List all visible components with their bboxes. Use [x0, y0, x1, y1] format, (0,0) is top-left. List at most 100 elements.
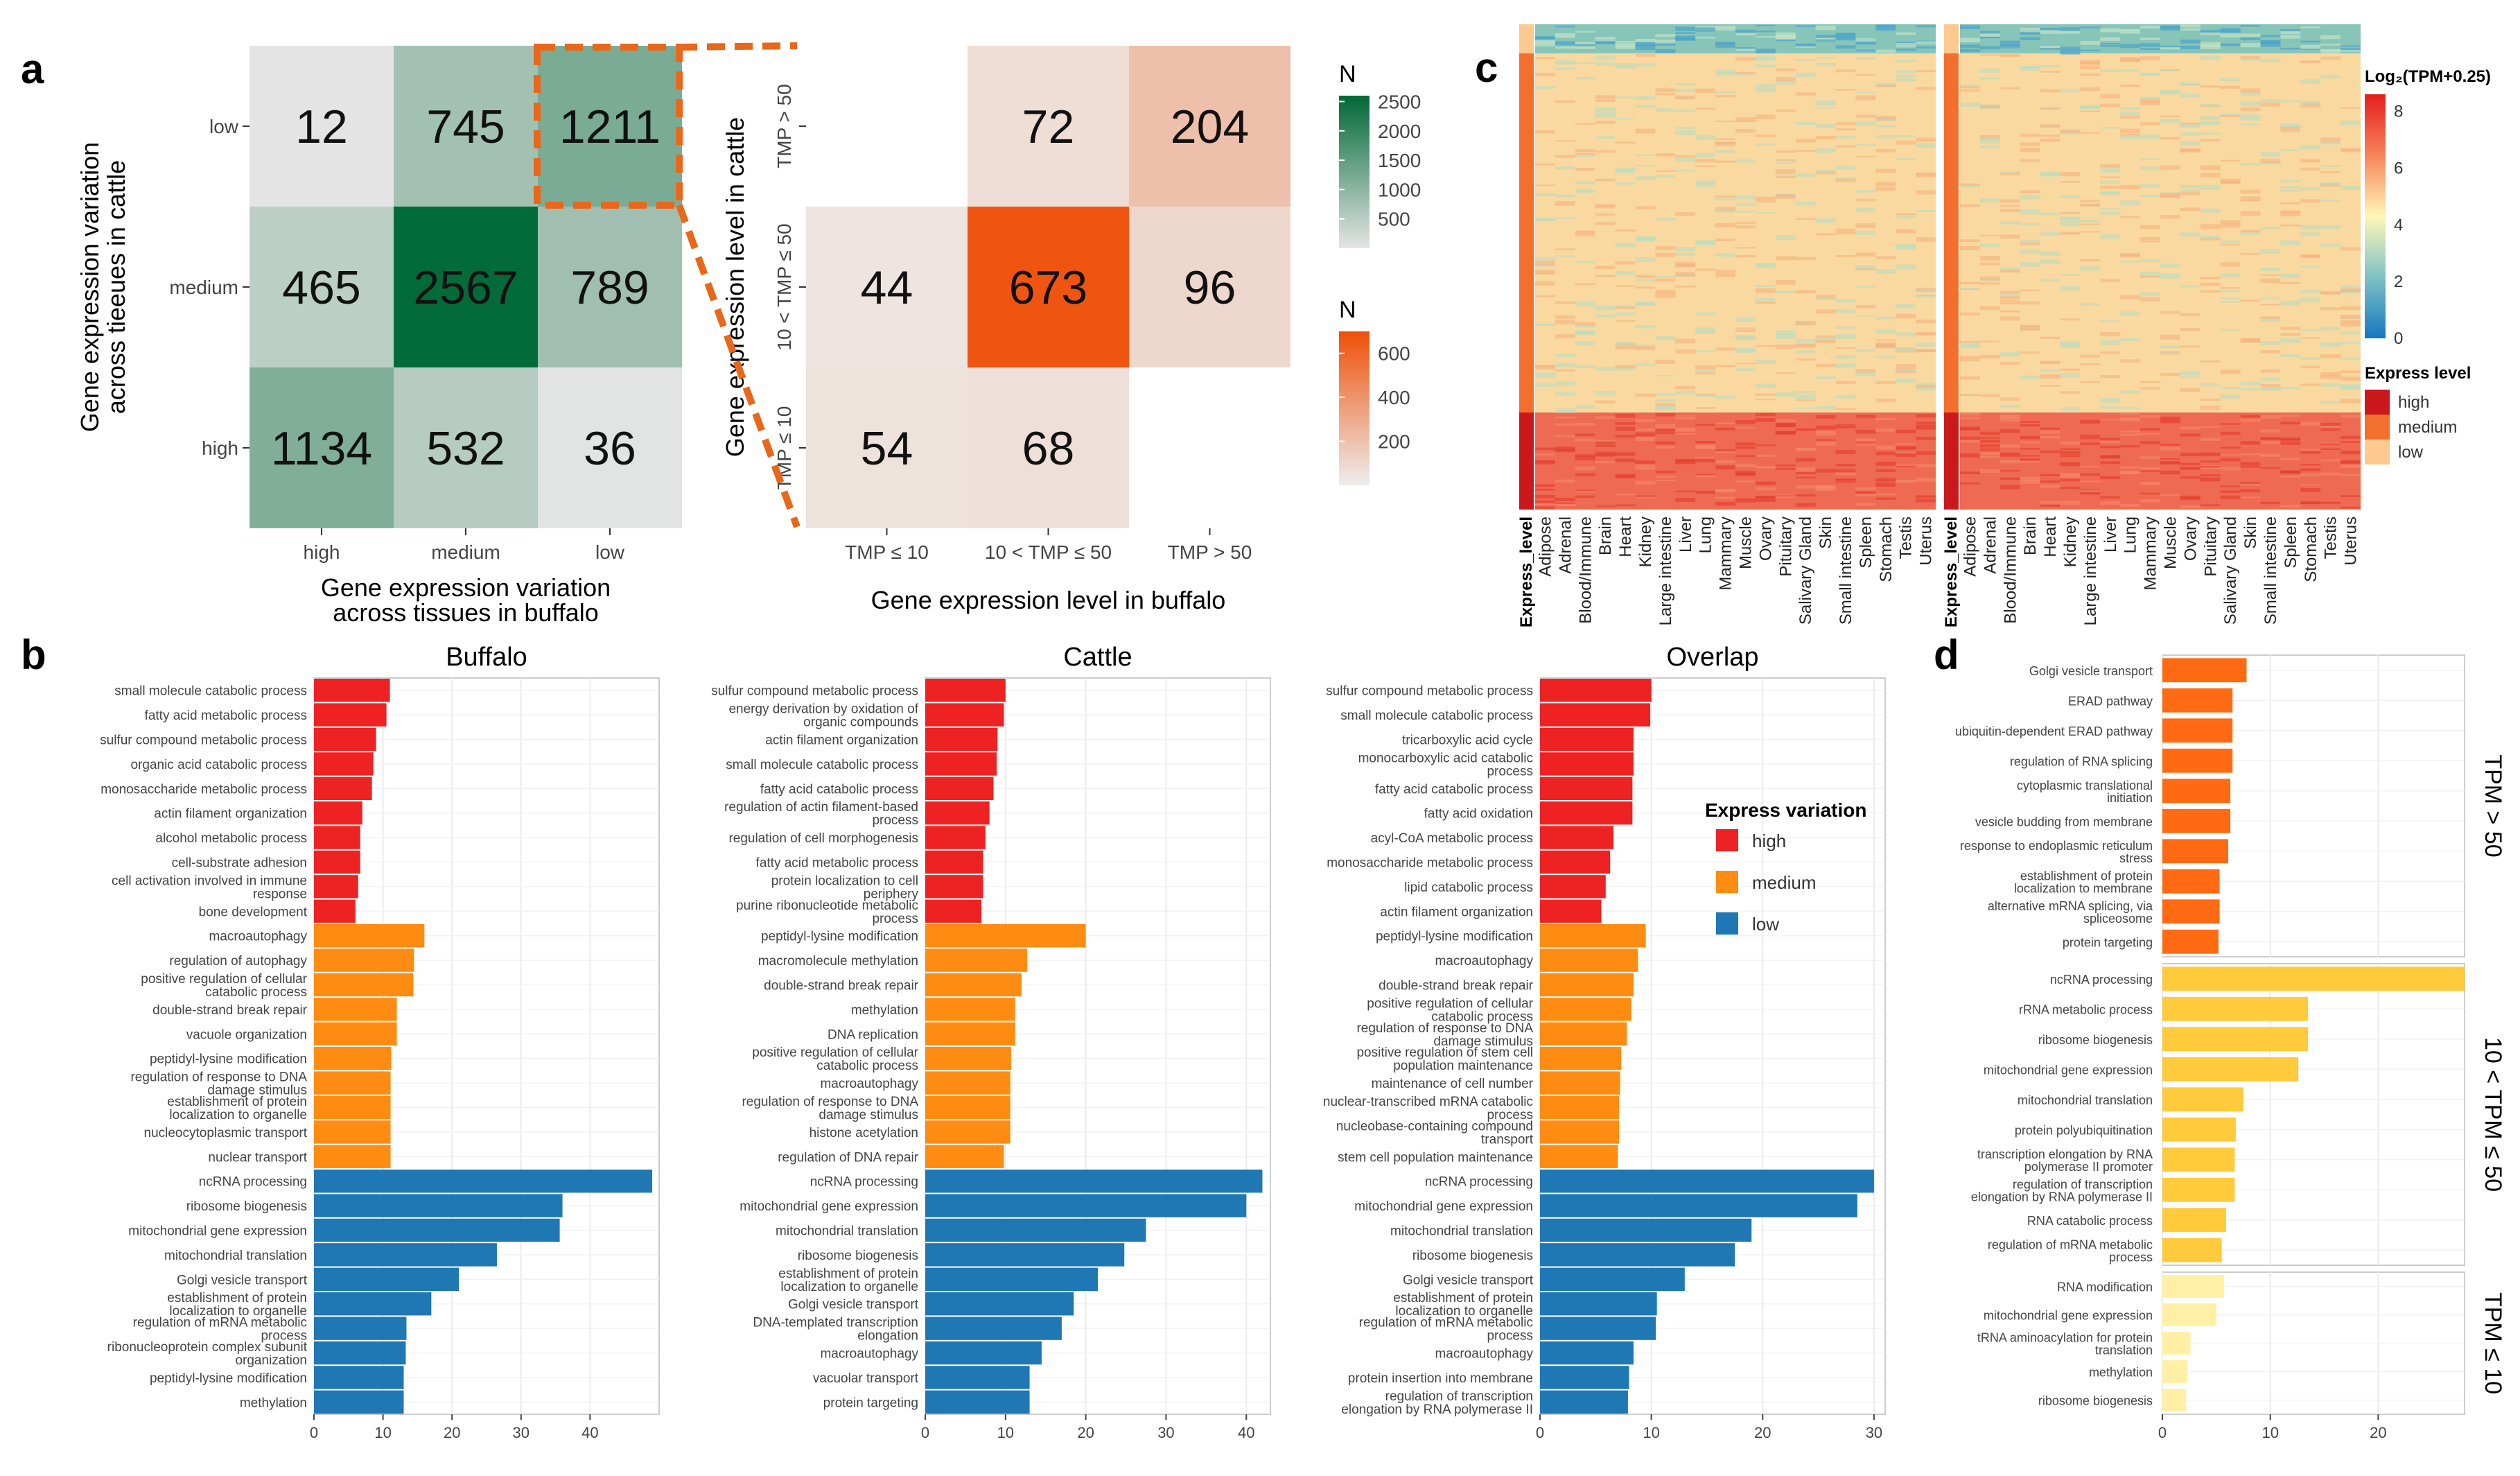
heat-texture [2340, 506, 2361, 509]
y-tick-label: DNA-templated transcription elongation [753, 1316, 918, 1344]
heat-texture [1775, 431, 1796, 434]
tile-value: 204 [1171, 101, 1249, 153]
heat-texture [2220, 490, 2241, 493]
heat-texture [2000, 362, 2020, 365]
heat-texture [2120, 184, 2141, 190]
x-tick-label: TMP > 50 [1168, 541, 1252, 563]
heat-texture [1855, 74, 1876, 76]
heat-texture [1960, 49, 1980, 53]
heat-texture [1535, 500, 1555, 504]
heat-texture [2300, 337, 2321, 339]
y-tick-label: stem cell population maintenance [1338, 1150, 1533, 1165]
heat-texture [2280, 504, 2301, 507]
y-tick-label: alternative mRNA splicing, via spliceosom… [1988, 899, 2153, 926]
heat-texture [2180, 313, 2200, 317]
heat-texture [2340, 474, 2361, 477]
tile-value: 68 [1022, 422, 1075, 475]
heat-texture [1535, 494, 1555, 499]
heat-texture [2060, 286, 2081, 290]
heat-texture [2040, 369, 2060, 372]
bar [314, 948, 414, 972]
heat-texture [1635, 128, 1656, 134]
heat-texture [2160, 459, 2180, 461]
heat-texture [2240, 231, 2261, 235]
y-tick-label: monosaccharide metabolic process [100, 782, 307, 797]
heat-texture [1675, 212, 1696, 216]
y-tick-label: Golgi vesicle transport [1403, 1273, 1534, 1287]
bar [314, 1243, 497, 1267]
heat-texture [1615, 261, 1636, 265]
heat-texture [1595, 136, 1616, 139]
bar [2162, 688, 2233, 713]
heat-texture [2340, 288, 2361, 293]
zoom-line-top [679, 42, 798, 51]
heat-texture [1595, 205, 1616, 209]
x-tick-label: 10 [997, 1424, 1014, 1441]
heat-texture [2160, 47, 2180, 50]
heat-texture [2320, 307, 2341, 311]
heat-texture [2260, 42, 2281, 47]
heat-texture [1875, 483, 1896, 487]
heat-texture [2140, 275, 2160, 278]
heat-texture [2200, 477, 2221, 482]
heat-texture [2260, 453, 2281, 456]
heat-texture [1555, 319, 1575, 324]
y-tick-label: lipid catabolic process [1404, 880, 1533, 895]
tissue-label: Heart [1616, 516, 1635, 557]
bar [2162, 1177, 2235, 1202]
heat-texture [1960, 246, 1980, 250]
heat-texture [1875, 149, 1896, 153]
heat-texture [1979, 68, 2000, 73]
heat-texture [1875, 478, 1896, 482]
heat-texture [1675, 415, 1696, 418]
heat-texture [1755, 383, 1776, 388]
heat-texture [2080, 219, 2101, 223]
heat-texture [1575, 322, 1595, 327]
heat-texture [1555, 67, 1575, 70]
heat-texture [1635, 176, 1656, 181]
heat-texture [2320, 342, 2341, 347]
heat-texture [2220, 431, 2241, 435]
heat-texture [2060, 274, 2081, 276]
heat-texture [2280, 441, 2301, 445]
heat-texture [1535, 42, 1555, 46]
tissue-label: Skin [1817, 516, 1835, 549]
bar [2162, 658, 2247, 683]
heat-texture [1655, 290, 1676, 294]
heat-texture [2120, 470, 2141, 475]
heat-texture [2280, 202, 2301, 205]
heat-texture [1635, 237, 1656, 242]
bar [314, 850, 360, 874]
heat-texture [2120, 433, 2141, 436]
heat-texture [2080, 466, 2101, 468]
y-tick-label: positive regulation of stem cell populati… [1356, 1045, 1533, 1073]
heat-texture [1755, 36, 1776, 38]
heat-texture [1675, 26, 1696, 31]
heat-texture [2220, 467, 2241, 471]
tissue-label: Stomach [2302, 516, 2320, 582]
heat-texture [2320, 354, 2341, 358]
heat-texture [2320, 165, 2341, 167]
bar [2162, 929, 2219, 954]
heat-texture [2300, 199, 2321, 203]
y-tick-label: regulation of mRNA metabolic process [133, 1316, 307, 1344]
heat-texture [2220, 114, 2241, 116]
heat-texture [2320, 459, 2341, 462]
heat-texture [2320, 199, 2341, 202]
heat-texture [2280, 338, 2301, 343]
tissue-label: Salivary Gland [1796, 516, 1815, 625]
heat-texture [1775, 159, 1796, 162]
heat-texture [2060, 462, 2081, 467]
heat-texture [1960, 376, 1980, 380]
x-tick-label: 10 [2261, 1424, 2278, 1441]
heat-texture [2060, 211, 2081, 214]
y-tick-label: Golgi vesicle transport [2029, 664, 2153, 678]
x-tick-label: 20 [2370, 1424, 2386, 1441]
heat-texture [2260, 103, 2281, 107]
x-tick-label: 10 [374, 1424, 391, 1441]
tile-empty [806, 46, 968, 207]
heat-texture [1755, 24, 1776, 26]
heat-texture [2140, 134, 2160, 139]
